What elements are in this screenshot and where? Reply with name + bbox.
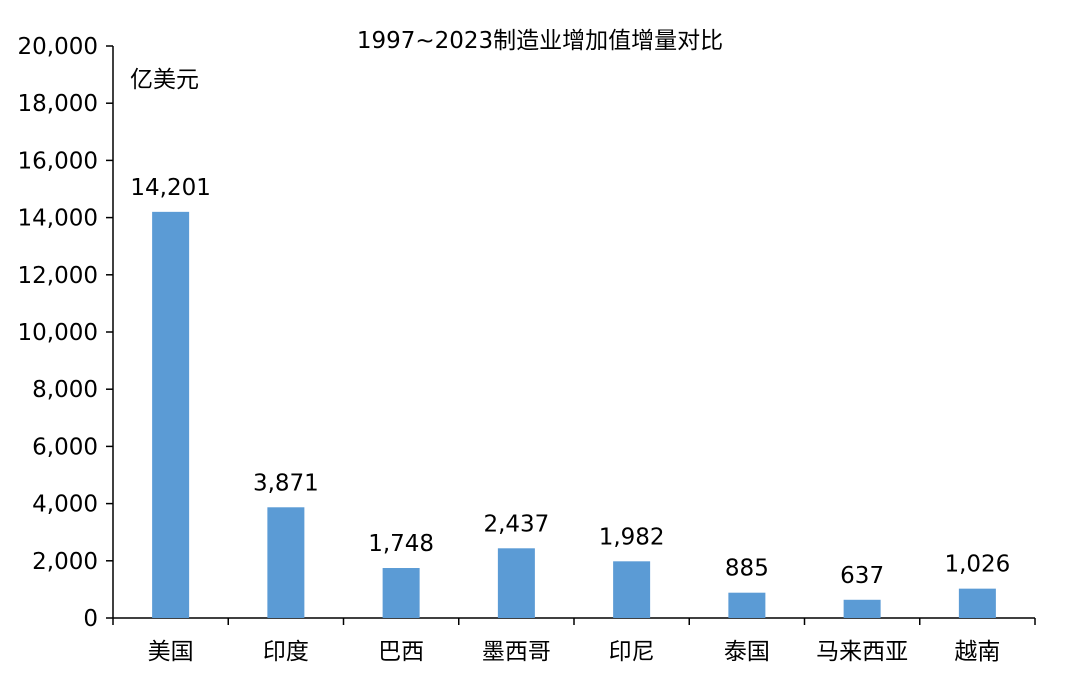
data-label: 2,437 [483, 511, 549, 537]
data-label: 1,982 [599, 524, 665, 550]
x-axis: 美国 印度 巴西 墨西哥 印尼 泰国 马来西亚 越南 [112, 617, 1036, 665]
x-tick-label: 泰国 [724, 639, 770, 665]
x-tick-label: 越南 [954, 639, 1000, 665]
y-tick-label: 12,000 [18, 263, 98, 289]
data-label: 1,026 [944, 552, 1010, 578]
x-tick-label: 马来西亚 [816, 639, 908, 665]
bar [267, 507, 305, 618]
y-axis: 0 2,000 4,000 6,000 8,000 10,000 12,000 14,000 1… [18, 34, 114, 632]
y-tick-label: 20,000 [18, 34, 98, 60]
data-label: 1,748 [368, 531, 434, 557]
y-tick-label: 10,000 [18, 320, 98, 346]
y-tick-label: 4,000 [32, 492, 98, 518]
data-label: 885 [725, 556, 769, 582]
bar [958, 588, 996, 618]
x-tick-label: 印度 [263, 639, 309, 665]
y-tick-label: 18,000 [18, 91, 98, 117]
x-tick-label: 墨西哥 [482, 639, 551, 665]
bar [613, 561, 651, 618]
y-tick-label: 14,000 [18, 206, 98, 232]
data-labels: 14,201 3,871 1,748 2,437 1,982 885 637 1,026 [130, 175, 1010, 589]
data-label: 3,871 [253, 470, 319, 496]
bars [152, 211, 996, 619]
unit-label: 亿美元 [130, 67, 199, 93]
bar [843, 599, 881, 618]
bar [152, 211, 190, 619]
y-tick-label: 16,000 [18, 148, 98, 174]
data-label: 14,201 [130, 175, 210, 201]
y-tick-label: 6,000 [32, 434, 98, 460]
chart-title: 1997~2023制造业增加值增量对比 [357, 28, 723, 54]
x-tick-label: 巴西 [378, 639, 424, 665]
x-tick-label: 印尼 [609, 639, 655, 665]
x-tick-label: 美国 [148, 639, 194, 665]
bar [728, 592, 766, 618]
data-label: 637 [840, 563, 884, 589]
y-tick-label: 0 [83, 606, 98, 632]
y-tick-label: 8,000 [32, 377, 98, 403]
y-tick-label: 2,000 [32, 549, 98, 575]
bar [497, 548, 535, 618]
bar [382, 568, 420, 618]
